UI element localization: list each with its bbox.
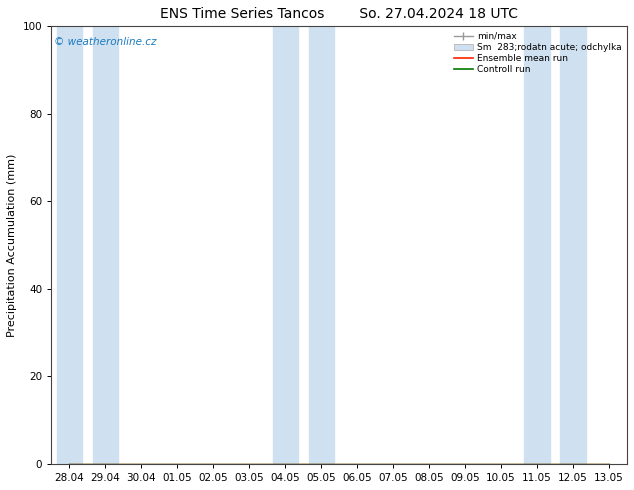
- Y-axis label: Precipitation Accumulation (mm): Precipitation Accumulation (mm): [7, 153, 17, 337]
- Bar: [524, 26, 550, 464]
- Legend: min/max, Sm  283;rodatn acute; odchylka, Ensemble mean run, Controll run: min/max, Sm 283;rodatn acute; odchylka, …: [450, 28, 625, 78]
- Bar: [560, 26, 586, 464]
- Bar: [93, 26, 118, 464]
- Text: © weatheronline.cz: © weatheronline.cz: [54, 37, 157, 47]
- Bar: [273, 26, 298, 464]
- Bar: [56, 26, 82, 464]
- Title: ENS Time Series Tancos        So. 27.04.2024 18 UTC: ENS Time Series Tancos So. 27.04.2024 18…: [160, 7, 518, 21]
- Bar: [309, 26, 333, 464]
